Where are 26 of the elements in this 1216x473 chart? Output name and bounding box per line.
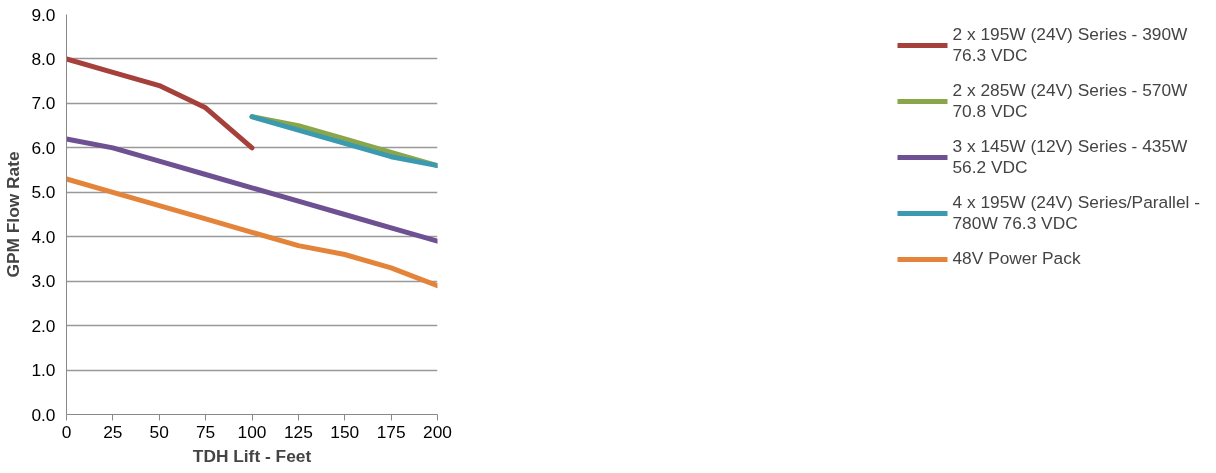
y-tick-label: 0.0: [31, 404, 56, 425]
x-tick-label: 25: [103, 421, 123, 442]
legend-label: 2 x 195W (24V) Series - 390W 76.3 VDC: [952, 24, 1188, 66]
y-tick-label: 4.0: [31, 226, 56, 247]
legend-label: 4 x 195W (24V) Series/Parallel - 780W 76.3 VDC: [952, 192, 1200, 234]
y-tick-label: 2.0: [31, 315, 56, 336]
x-tick-label: 100: [237, 421, 267, 442]
y-tick-label: 9.0: [31, 4, 56, 25]
y-tick-label: 3.0: [31, 271, 56, 292]
legend-label: 3 x 145W (12V) Series - 435W 56.2 VDC: [952, 136, 1188, 178]
y-tick-label: 8.0: [31, 48, 56, 69]
x-tick-label: 50: [149, 421, 169, 442]
y-tick-label: 5.0: [31, 182, 56, 203]
x-tick-label: 0: [61, 421, 72, 442]
x-tick-label: 125: [283, 421, 313, 442]
legend-label: 48V Power Pack: [952, 248, 1081, 269]
y-tick-label: 1.0: [31, 360, 56, 381]
x-tick-label: 200: [423, 421, 452, 442]
y-tick-label: 6.0: [31, 137, 56, 158]
x-tick-label: 150: [330, 421, 360, 442]
x-axis-title: TDH Lift - Feet: [192, 445, 312, 466]
y-axis-title: GPM Flow Rate: [3, 151, 24, 278]
x-tick-label: 75: [195, 421, 216, 442]
x-tick-label: 175: [376, 421, 406, 442]
legend-label: 2 x 285W (24V) Series - 570W 70.8 VDC: [952, 80, 1188, 122]
y-tick-label: 7.0: [31, 93, 56, 114]
